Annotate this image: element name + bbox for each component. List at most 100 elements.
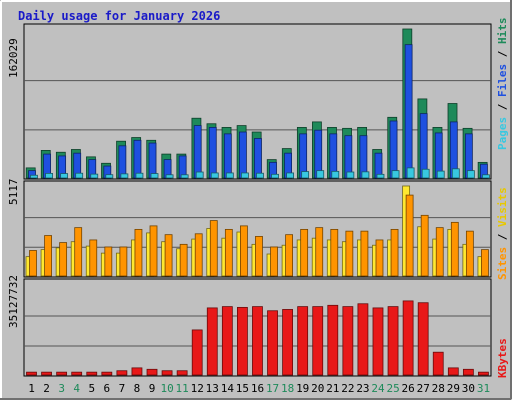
files-bar [133, 139, 142, 179]
legend-separator: / [496, 97, 509, 117]
kbytes-bar [267, 310, 278, 376]
top-max-label: 162029 [7, 38, 20, 78]
pages-bar [451, 168, 460, 179]
x-tick-label: 30 [462, 382, 475, 395]
sites-bar [270, 246, 278, 277]
sites-bar [59, 242, 68, 277]
x-tick-label: 4 [73, 382, 80, 395]
kbytes-bar [131, 367, 143, 376]
kbytes-bar [462, 368, 474, 376]
kbytes-bar [312, 306, 324, 376]
legend-sites: Sites [496, 247, 509, 280]
sites-bar [194, 233, 203, 277]
x-tick-label: 9 [149, 382, 156, 395]
sites-bar [104, 246, 113, 277]
sites-bar [209, 220, 218, 277]
sites-bar [149, 225, 158, 277]
sites-bar [89, 239, 98, 277]
kbytes-bar [372, 307, 384, 376]
top-legend: Pages / Files / Hits [496, 18, 509, 151]
x-tick-label: 8 [134, 382, 141, 395]
sites-bar [481, 249, 489, 277]
kbytes-bar [402, 300, 414, 376]
x-tick-label: 19 [296, 382, 309, 395]
files-bar [118, 145, 127, 179]
x-tick-label: 5 [88, 382, 95, 395]
kbytes-bar [101, 371, 113, 376]
kbytes-bar [146, 368, 158, 376]
sites-bar [390, 228, 399, 277]
pages-bar [210, 172, 219, 179]
kbytes-bar [176, 370, 188, 376]
x-tick-label: 15 [236, 382, 249, 395]
sites-bar [119, 246, 128, 277]
pages-bar [90, 173, 99, 179]
pages-bar [241, 172, 249, 179]
pages-bar [60, 173, 69, 179]
pages-bar [256, 172, 264, 179]
x-tick-label: 20 [311, 382, 324, 395]
x-tick-label: 29 [447, 382, 460, 395]
x-tick-label: 24 [371, 382, 385, 395]
pages-bar [165, 174, 174, 179]
sites-bar [435, 227, 444, 277]
kbytes-bar [478, 371, 489, 376]
bottom-max-label: 35127732 [7, 275, 20, 328]
kbytes-bar [432, 351, 444, 376]
sites-bar [285, 234, 293, 277]
x-tick-label: 3 [58, 382, 65, 395]
pages-bar [421, 168, 430, 179]
legend-files: Files [496, 64, 509, 97]
x-tick-label: 16 [251, 382, 264, 395]
pages-bar [135, 172, 144, 179]
pages-bar [376, 173, 385, 179]
pages-bar [120, 173, 129, 179]
middle-max-label: 5117 [7, 179, 20, 206]
sites-bar [44, 235, 52, 277]
sites-bar [29, 250, 37, 277]
x-tick-label: 10 [160, 382, 173, 395]
kbytes-bar [237, 306, 248, 376]
sites-bar [224, 228, 233, 277]
x-tick-label: 28 [432, 382, 445, 395]
x-tick-label: 31 [477, 382, 490, 395]
kbytes-bar [221, 306, 233, 376]
x-tick-label: 17 [266, 382, 279, 395]
x-tick-label: 7 [119, 382, 126, 395]
files-bar [208, 127, 217, 179]
kbytes-bar [357, 303, 369, 376]
pages-bar [105, 174, 114, 179]
sites-bar [420, 214, 429, 277]
kbytes-bar [342, 306, 354, 376]
pages-bar [316, 170, 325, 179]
middle-legend: Sites / Visits [496, 187, 509, 280]
sites-bar [240, 225, 248, 277]
x-tick-label: 14 [221, 382, 235, 395]
kbytes-bar [71, 371, 83, 376]
x-tick-label: 22 [341, 382, 354, 395]
pages-bar [30, 174, 38, 179]
sites-bar [74, 227, 83, 277]
x-tick-label: 21 [326, 382, 339, 395]
pages-bar [75, 172, 84, 179]
kbytes-bar [161, 370, 173, 376]
files-bar [148, 142, 157, 179]
pages-bar [195, 171, 204, 179]
files-bar [254, 138, 262, 179]
pages-bar [482, 174, 490, 179]
kbytes-bar [252, 306, 263, 376]
sites-bar [134, 228, 143, 277]
x-tick-label: 18 [281, 382, 294, 395]
legend-kbytes: KBytes [496, 338, 509, 378]
sites-bar [330, 228, 339, 277]
kbytes-bar [417, 302, 429, 376]
pages-bar [180, 174, 189, 179]
legend-visits: Visits [496, 187, 509, 227]
pages-bar [466, 170, 475, 179]
pages-bar [436, 170, 445, 179]
x-tick-label: 27 [417, 382, 430, 395]
kbytes-bar [327, 304, 339, 376]
pages-bar [45, 173, 53, 179]
kbytes-bar [26, 371, 37, 376]
